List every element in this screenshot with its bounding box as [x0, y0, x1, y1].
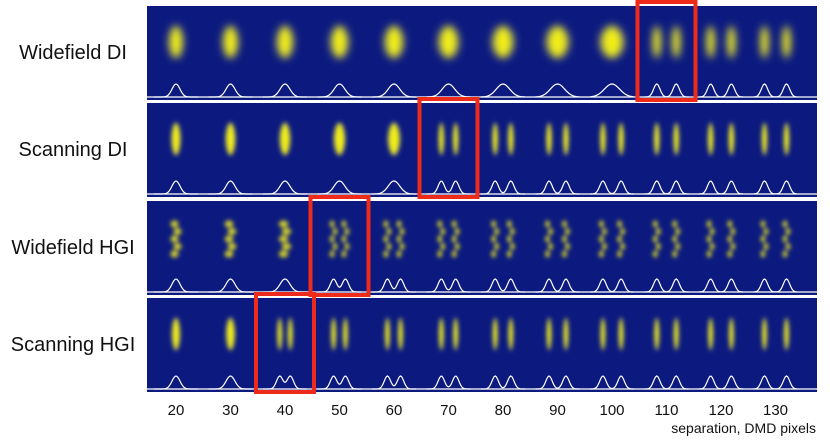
x-tick-label: 60: [385, 402, 403, 419]
spot-scanning-di-100: [599, 120, 625, 158]
spot-widefield-hgi-100: [598, 220, 626, 258]
spot-widefield-hgi-60: [383, 220, 405, 258]
spot-scanning-hgi-20: [170, 315, 182, 353]
spot-scanning-di-90: [545, 120, 570, 158]
profile-widefield-di-90: [535, 83, 580, 98]
spot-scanning-di-70: [437, 120, 460, 158]
highlight-box: [254, 292, 316, 394]
spot-widefield-hgi-30: [224, 220, 237, 258]
panel-row-1: [147, 0, 817, 102]
panel-background: [147, 201, 817, 295]
profile-widefield-di-70: [426, 83, 471, 98]
x-tick-label: 50: [331, 402, 348, 419]
x-tick-label: 70: [440, 402, 457, 419]
x-tick-label: 100: [599, 402, 625, 419]
row-label: Scanning DI: [18, 139, 128, 161]
spot-widefield-di-110: [650, 23, 683, 61]
spot-scanning-di-20: [169, 120, 183, 158]
x-tick-label: 20: [167, 402, 185, 419]
spot-scanning-hgi-50: [330, 315, 349, 353]
spot-scanning-hgi-110: [653, 315, 680, 353]
x-tick-label: 120: [708, 402, 734, 419]
x-tick-label: 80: [494, 402, 512, 419]
spot-scanning-di-50: [331, 120, 348, 158]
highlight-box: [417, 97, 480, 199]
profile-scanning-hgi-70: [426, 375, 471, 390]
x-axis-label: separation, DMD pixels: [671, 420, 816, 436]
profile-widefield-hgi-70: [426, 278, 471, 293]
spot-widefield-hgi-120: [706, 220, 736, 258]
spot-widefield-hgi-130: [760, 220, 791, 258]
spot-scanning-di-120: [706, 120, 736, 158]
spot-scanning-hgi-120: [707, 315, 735, 353]
spot-scanning-hgi-130: [761, 315, 790, 353]
x-tick-label: 90: [549, 402, 566, 419]
highlight-box: [635, 0, 698, 102]
panel-row-4: [147, 292, 817, 394]
panel-background: [147, 103, 817, 197]
spot-scanning-di-40: [277, 120, 293, 158]
spot-widefield-hgi-40: [278, 220, 292, 258]
panel-background: [147, 6, 817, 100]
profile-widefield-di-100: [589, 83, 635, 98]
panel-row-3: [147, 195, 817, 297]
spot-scanning-di-80: [491, 120, 515, 158]
spot-widefield-hgi-50: [329, 220, 350, 258]
spot-widefield-di-20: [166, 23, 186, 61]
profile-widefield-hgi-90: [535, 278, 580, 293]
panel-row-2: [147, 97, 817, 199]
spot-scanning-hgi-90: [545, 315, 570, 353]
x-tick-label: 30: [222, 402, 239, 419]
row-label: Widefield DI: [19, 42, 127, 64]
spot-scanning-hgi-30: [224, 315, 237, 353]
highlight-box: [308, 195, 371, 297]
profile-scanning-di-90: [535, 180, 580, 195]
spot-widefield-hgi-80: [491, 220, 515, 258]
spot-scanning-di-60: [385, 120, 403, 158]
profile-widefield-hgi-80: [481, 278, 525, 293]
spot-widefield-di-130: [758, 23, 793, 61]
profile-scanning-hgi-90: [535, 375, 580, 390]
profile-scanning-di-80: [481, 180, 525, 195]
spot-widefield-hgi-90: [545, 220, 570, 258]
spot-widefield-di-100: [595, 23, 629, 61]
spot-scanning-hgi-40: [276, 315, 294, 353]
spot-scanning-hgi-80: [491, 315, 515, 353]
spot-scanning-di-30: [223, 120, 238, 158]
spot-widefield-hgi-70: [437, 220, 460, 258]
spot-scanning-hgi-100: [599, 315, 625, 353]
x-tick-label: 130: [762, 402, 789, 419]
profile-widefield-di-80: [481, 83, 525, 98]
spot-widefield-di-30: [219, 23, 242, 61]
x-tick-label: 110: [654, 402, 679, 419]
spot-widefield-di-60: [380, 23, 408, 61]
panel-background: [147, 298, 817, 392]
row-label: Widefield HGI: [11, 237, 135, 259]
spot-scanning-hgi-70: [437, 315, 460, 353]
spot-widefield-di-50: [327, 23, 352, 61]
profile-scanning-di-70: [426, 180, 471, 195]
x-tick-label: 40: [276, 402, 294, 419]
spot-scanning-di-130: [760, 120, 791, 158]
spot-widefield-di-120: [704, 23, 738, 61]
spot-scanning-hgi-60: [384, 315, 404, 353]
spot-widefield-di-40: [273, 23, 297, 61]
spot-widefield-hgi-20: [170, 220, 182, 258]
spot-widefield-hgi-110: [652, 220, 681, 258]
row-label: Scanning HGI: [10, 334, 136, 356]
spot-widefield-di-90: [542, 23, 573, 61]
profile-scanning-hgi-80: [481, 375, 525, 390]
spot-scanning-di-110: [652, 120, 681, 158]
spot-widefield-di-70: [434, 23, 463, 61]
spot-widefield-di-80: [488, 23, 518, 61]
